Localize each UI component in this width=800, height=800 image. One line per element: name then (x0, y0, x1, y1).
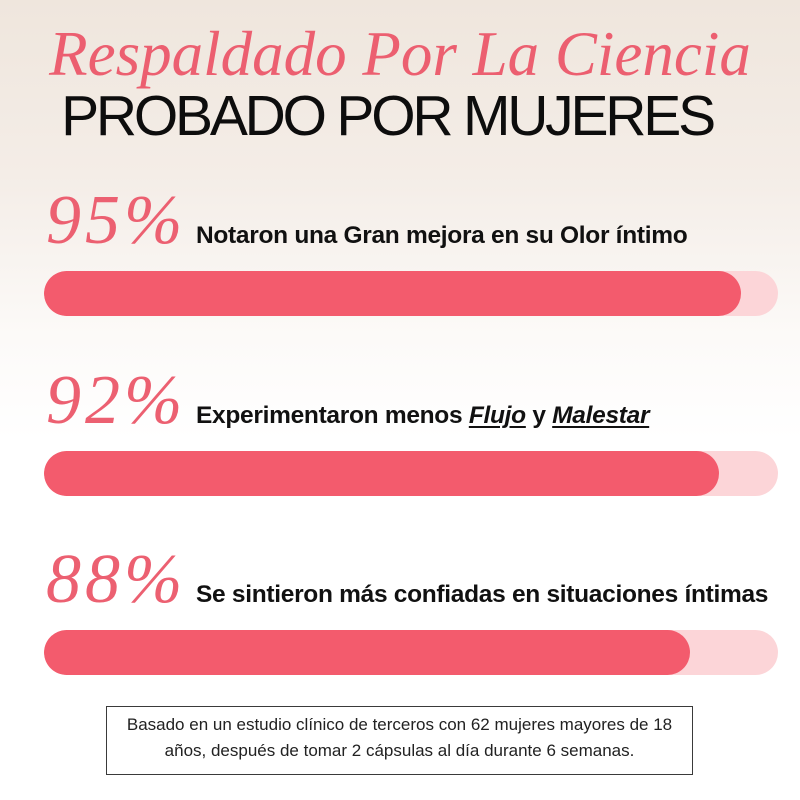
bar-fill (44, 451, 720, 496)
emphasized-word: Flujo (468, 402, 526, 429)
emphasized-word: Malestar (552, 402, 650, 429)
stat-row: 95% Notaron una Gran mejora en su Olor ín… (0, 180, 800, 320)
script-title: Respaldado Por La Ciencia (49, 19, 751, 89)
main-title: PROBADO POR MUJERES (61, 84, 716, 148)
bar-track (44, 271, 778, 316)
stat-percent-label: 92% (46, 362, 187, 439)
bar-track (44, 630, 778, 675)
stat-description: Se sintieron más confiadas en situacione… (196, 581, 769, 608)
bar-fill (44, 630, 690, 675)
stat-row: 92% Experimentaron menos Flujo y Malestar (0, 360, 800, 500)
stat-percent-label: 88% (46, 541, 187, 618)
stat-description: Experimentaron menos Flujo y Malestar (196, 402, 650, 429)
stat-percent-label: 95% (46, 182, 187, 259)
stat-description: Notaron una Gran mejora en su Olor íntim… (196, 222, 688, 249)
footnote-line: Basado en un estudio clínico de terceros… (126, 715, 673, 734)
study-footnote-box: Basado en un estudio clínico de terceros… (106, 706, 693, 775)
bar-fill (44, 271, 742, 316)
bar-track (44, 451, 778, 496)
footnote-line: años, después de tomar 2 cápsulas al día… (164, 741, 635, 760)
stat-row: 88% Se sintieron más confiadas en situaci… (0, 539, 800, 679)
